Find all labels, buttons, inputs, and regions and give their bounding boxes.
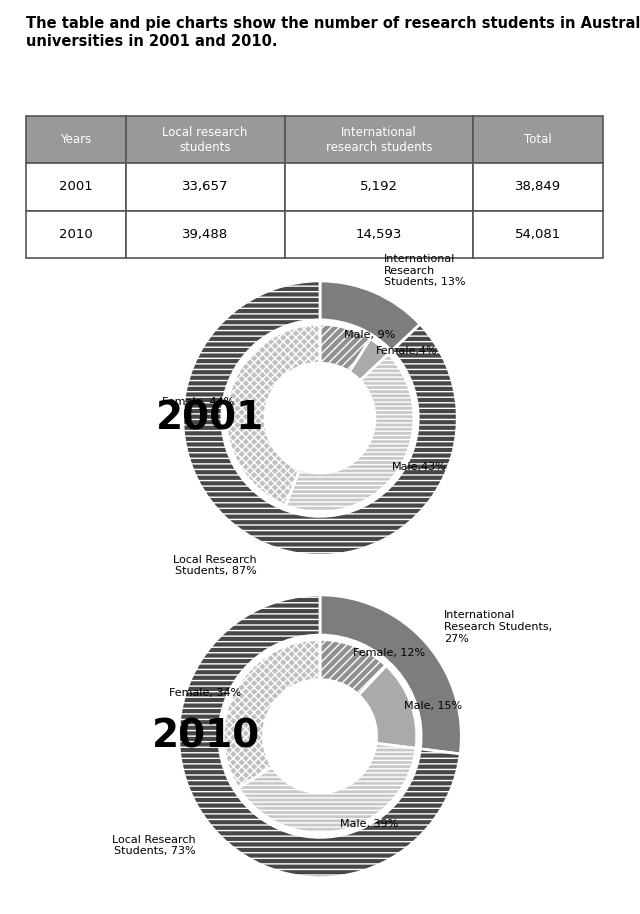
Text: Local Research
Students, 73%: Local Research Students, 73% — [113, 834, 196, 856]
Wedge shape — [349, 339, 388, 380]
Circle shape — [264, 680, 376, 792]
Bar — [285, 210, 473, 258]
Wedge shape — [183, 281, 457, 556]
Circle shape — [265, 363, 375, 473]
Bar — [125, 210, 285, 258]
Text: International
Research
Students, 13%: International Research Students, 13% — [384, 254, 465, 288]
Wedge shape — [320, 640, 387, 695]
Wedge shape — [320, 281, 420, 351]
Bar — [26, 116, 125, 164]
Wedge shape — [223, 640, 320, 788]
Bar — [473, 164, 603, 210]
Wedge shape — [226, 324, 320, 505]
Wedge shape — [285, 354, 414, 512]
Circle shape — [223, 321, 417, 515]
Text: 2010: 2010 — [152, 717, 260, 755]
Text: Female, 34%: Female, 34% — [169, 688, 241, 698]
Bar — [285, 164, 473, 210]
Wedge shape — [226, 324, 320, 505]
Circle shape — [265, 363, 375, 473]
Text: Total: Total — [524, 133, 552, 146]
Text: International
Research Students,
27%: International Research Students, 27% — [444, 611, 552, 643]
Bar — [26, 210, 125, 258]
Circle shape — [264, 680, 376, 792]
Text: Male,43%: Male,43% — [392, 462, 447, 473]
Wedge shape — [320, 324, 371, 372]
Wedge shape — [223, 640, 320, 788]
Text: Female,4%: Female,4% — [376, 346, 437, 356]
Bar — [473, 210, 603, 258]
Text: 54,081: 54,081 — [515, 228, 561, 240]
Wedge shape — [358, 665, 417, 749]
Text: 2001: 2001 — [59, 180, 93, 194]
Text: 2001: 2001 — [156, 399, 264, 437]
Wedge shape — [238, 743, 416, 833]
Bar — [285, 116, 473, 164]
Text: 39,488: 39,488 — [182, 228, 228, 240]
Wedge shape — [179, 595, 460, 877]
Bar — [473, 116, 603, 164]
Text: 14,593: 14,593 — [356, 228, 402, 240]
Text: Local research
students: Local research students — [163, 126, 248, 154]
Bar — [125, 164, 285, 210]
Bar — [26, 164, 125, 210]
Circle shape — [220, 636, 420, 836]
Text: 5,192: 5,192 — [360, 180, 398, 194]
Wedge shape — [320, 595, 461, 754]
Text: Female, 12%: Female, 12% — [353, 648, 425, 658]
Text: Male, 9%: Male, 9% — [344, 330, 396, 339]
Text: International
research students: International research students — [326, 126, 432, 154]
Text: Female, 44%: Female, 44% — [162, 397, 234, 407]
Wedge shape — [320, 640, 387, 695]
Text: 33,657: 33,657 — [182, 180, 228, 194]
Text: 2010: 2010 — [59, 228, 93, 240]
Text: Male, 15%: Male, 15% — [404, 701, 463, 711]
Bar — [125, 116, 285, 164]
Text: Years: Years — [60, 133, 92, 146]
Wedge shape — [238, 743, 416, 833]
Text: Local Research
Students, 87%: Local Research Students, 87% — [173, 555, 256, 576]
Wedge shape — [285, 354, 414, 512]
Wedge shape — [349, 339, 388, 380]
Text: 38,849: 38,849 — [515, 180, 561, 194]
Text: Male, 39%: Male, 39% — [340, 819, 398, 829]
Wedge shape — [358, 665, 417, 749]
Text: The table and pie charts show the number of research students in Australian
univ: The table and pie charts show the number… — [26, 16, 640, 48]
Wedge shape — [320, 324, 371, 372]
